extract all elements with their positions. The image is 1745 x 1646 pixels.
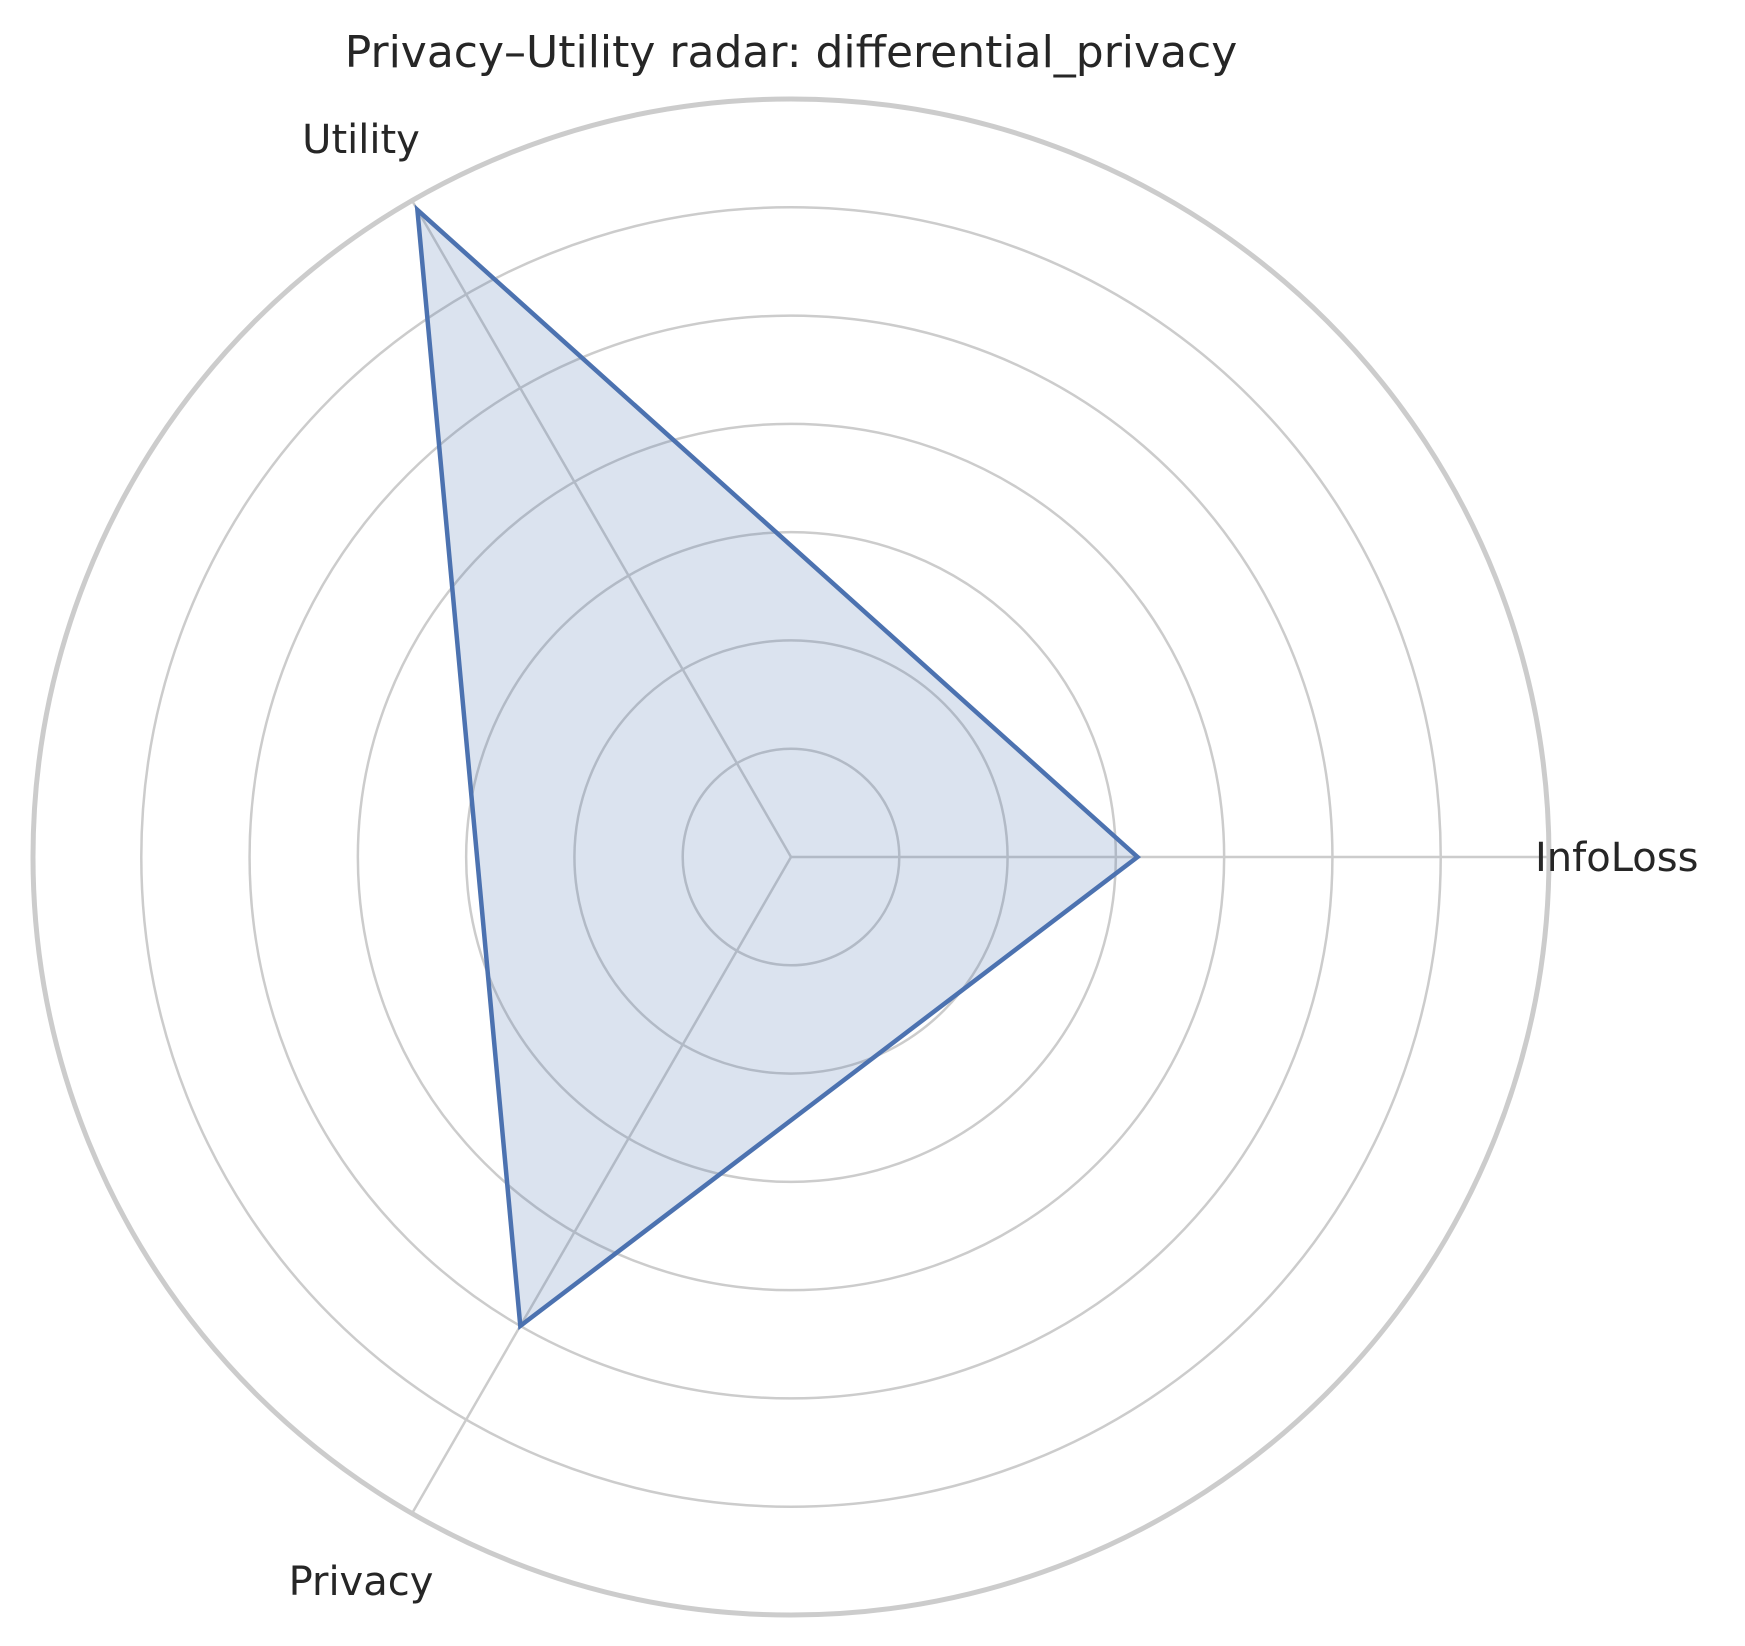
category-labels: InfoLoss Utility Privacy (289, 117, 1699, 1605)
radar-grid (30, 96, 1552, 1618)
category-label-privacy: Privacy (289, 1559, 434, 1605)
radar-series-layer (414, 204, 1142, 1331)
spoke-privacy (410, 856, 793, 1515)
series-polygon-1 (414, 204, 1142, 1331)
chart-title: Privacy–Utility radar: differential_priv… (345, 27, 1238, 78)
category-label-utility: Utility (302, 117, 420, 163)
spoke-utility (410, 199, 793, 858)
category-label-infoloss: InfoLoss (1535, 835, 1698, 881)
